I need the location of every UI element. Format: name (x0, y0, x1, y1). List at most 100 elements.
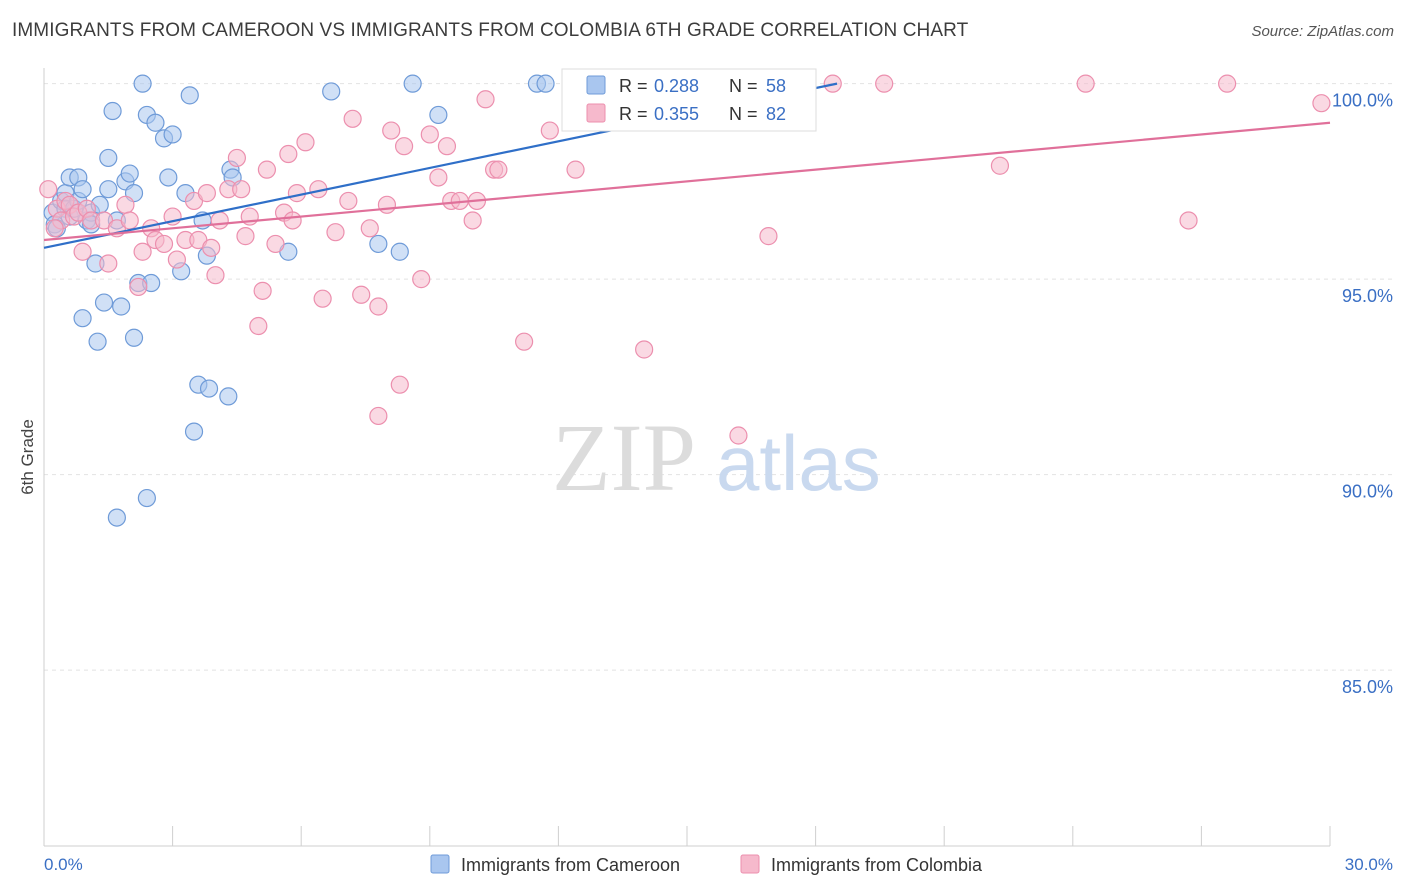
point-cameroon (73, 180, 92, 199)
bottom-legend: Immigrants from Cameroon Immigrants from… (430, 854, 983, 875)
point-colombia (759, 227, 778, 246)
stats-swatch-cameroon (586, 75, 606, 95)
point-colombia (197, 184, 216, 203)
stats-n-label-cameroon: N = (729, 76, 758, 96)
point-cameroon (99, 180, 118, 199)
y-tick-label: 90.0% (1342, 482, 1393, 502)
point-cameroon (94, 293, 114, 312)
stats-r-label-colombia: R = (619, 104, 648, 124)
y-tick-label: 95.0% (1342, 286, 1393, 306)
watermark-zip: ZIP (552, 404, 696, 511)
point-cameroon (219, 387, 238, 406)
point-colombia (390, 375, 409, 394)
point-colombia (129, 277, 148, 297)
point-cameroon (133, 74, 152, 93)
grid-lines (44, 83, 1393, 671)
point-cameroon (180, 86, 199, 105)
point-colombia (429, 168, 448, 187)
point-colombia (540, 121, 559, 140)
point-colombia (120, 211, 139, 230)
point-colombia (1179, 211, 1198, 230)
point-colombia (236, 227, 255, 246)
x-tick-label-max: 30.0% (1345, 855, 1393, 874)
point-cameroon (536, 74, 555, 93)
point-colombia (1076, 74, 1095, 93)
point-colombia (257, 160, 277, 179)
point-colombia (1312, 94, 1331, 113)
point-colombia (249, 316, 268, 336)
point-colombia (875, 74, 894, 93)
point-colombia (566, 160, 585, 179)
point-cameroon (390, 242, 409, 261)
point-colombia (210, 211, 229, 230)
stats-n-label-colombia: N = (729, 104, 758, 124)
point-colombia (412, 270, 431, 289)
point-cameroon (184, 422, 204, 441)
point-colombia (206, 266, 225, 285)
point-cameroon (146, 113, 165, 132)
point-colombia (116, 195, 135, 214)
point-colombia (437, 137, 457, 156)
legend-swatch-cameroon (430, 854, 450, 874)
point-colombia (369, 297, 388, 316)
point-cameroon (88, 332, 107, 351)
stats-swatch-colombia (586, 103, 606, 123)
point-colombia (133, 242, 152, 261)
point-cameroon (403, 74, 422, 93)
point-colombia (99, 254, 118, 273)
point-cameroon (429, 105, 448, 125)
point-colombia (990, 156, 1010, 175)
y-axis-label: 6th Grade (18, 419, 37, 495)
point-cameroon (137, 488, 156, 508)
point-colombia (73, 242, 92, 261)
y-tick-label: 85.0% (1342, 677, 1393, 697)
point-cameroon (112, 297, 131, 316)
point-colombia (283, 211, 302, 230)
point-colombia (635, 340, 654, 359)
point-colombia (279, 144, 298, 164)
point-colombia (253, 281, 272, 300)
point-cameroon (322, 82, 341, 101)
point-colombia (476, 90, 495, 109)
point-colombia (729, 426, 748, 445)
trend-line-colombia (43, 121, 1331, 242)
point-cameroon (120, 164, 139, 183)
point-colombia (266, 234, 285, 254)
point-colombia (232, 180, 251, 199)
legend-swatch-colombia (740, 854, 760, 874)
point-colombia (167, 250, 186, 269)
point-colombia (313, 289, 332, 308)
stats-n-value-cameroon: 58 (766, 76, 786, 96)
point-cameroon (369, 234, 388, 254)
stats-r-label-cameroon: R = (619, 76, 648, 96)
point-cameroon (103, 101, 122, 121)
point-colombia (287, 184, 307, 203)
y-tick-labels: 85.0% 90.0% 95.0% 100.0% (1332, 91, 1393, 697)
point-colombia (343, 109, 362, 128)
point-cameroon (163, 125, 182, 144)
point-cameroon (124, 328, 144, 347)
point-colombia (45, 219, 64, 238)
data-points (39, 74, 1331, 527)
point-colombia (154, 234, 174, 254)
point-cameroon (199, 379, 219, 398)
x-ticks (43, 826, 1331, 846)
point-colombia (463, 211, 482, 230)
point-colombia (352, 285, 371, 304)
point-colombia (377, 195, 397, 214)
point-colombia (382, 121, 401, 140)
stats-n-value-colombia: 82 (766, 104, 786, 124)
legend-label-cameroon: Immigrants from Cameroon (461, 855, 680, 875)
stats-r-value-cameroon: 0.288 (654, 76, 699, 96)
stats-r-value-colombia: 0.355 (654, 104, 699, 124)
point-colombia (360, 219, 379, 238)
point-colombia (296, 133, 315, 152)
point-colombia (369, 406, 388, 426)
source-label: Source: ZipAtlas.com (1251, 23, 1394, 40)
point-colombia (489, 160, 508, 179)
point-colombia (39, 180, 58, 199)
point-cameroon (159, 168, 178, 187)
point-cameroon (107, 508, 126, 527)
point-colombia (339, 191, 358, 211)
